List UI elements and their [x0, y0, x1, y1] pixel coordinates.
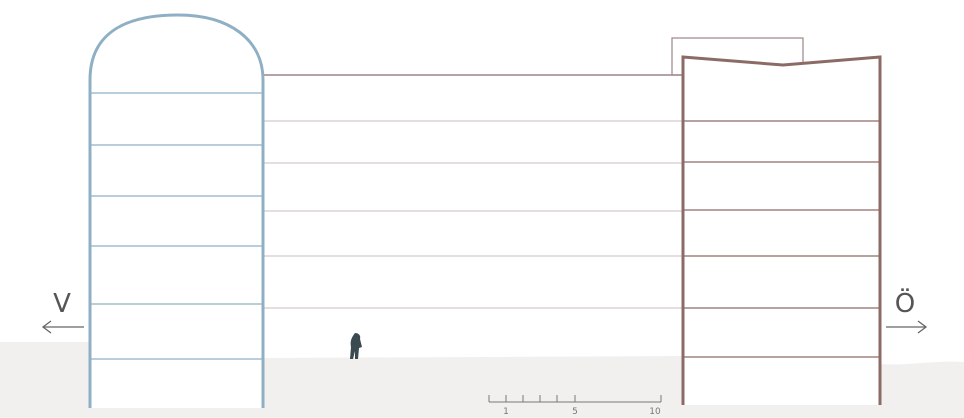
west-label: V: [53, 289, 71, 319]
floor-lines: [263, 120, 683, 309]
scale-label: 10: [649, 407, 661, 417]
west-tower: [88, 13, 265, 408]
east-building: [681, 55, 882, 405]
building-outline: [681, 55, 882, 405]
tower-outline: [88, 13, 265, 408]
floor-lines: [683, 120, 880, 358]
scale-label: 1: [503, 407, 509, 417]
middle-building: [263, 37, 804, 309]
west-arrow: [41, 320, 84, 334]
east-arrow: [886, 320, 928, 334]
person: [350, 333, 362, 359]
scale-bar: [488, 395, 662, 403]
east-label: Ö: [895, 287, 915, 319]
scale-label: 5: [572, 407, 578, 417]
floor-lines: [90, 92, 263, 360]
